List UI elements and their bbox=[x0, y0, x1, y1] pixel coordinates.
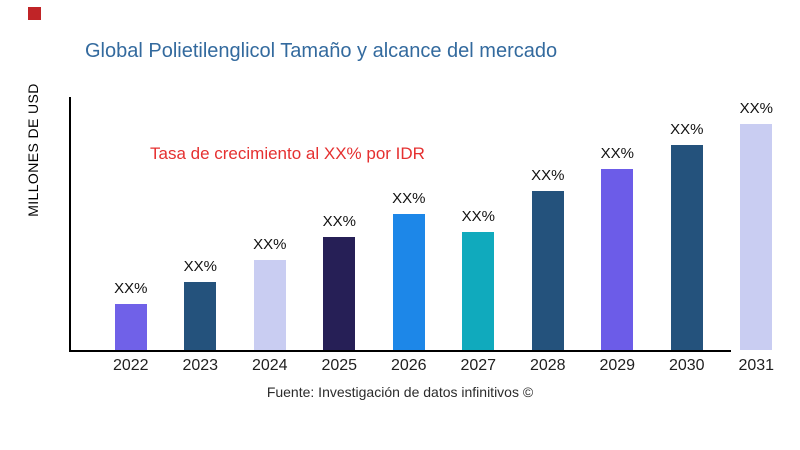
x-tick-label-2031: 2031 bbox=[738, 357, 775, 374]
bar-group-2024: XX% bbox=[235, 100, 305, 350]
bar-value-label-2026: XX% bbox=[392, 190, 426, 207]
bar-2030 bbox=[670, 145, 703, 350]
bar-group-2031: XX% bbox=[722, 100, 792, 350]
bar-value-label-2030: XX% bbox=[670, 121, 704, 138]
bar-2023 bbox=[184, 282, 217, 350]
bar-value-label-2025: XX% bbox=[322, 213, 356, 230]
bar-group-2028: XX% bbox=[513, 100, 583, 350]
bar-group-2025: XX% bbox=[305, 100, 375, 350]
x-tick-label-2023: 2023 bbox=[182, 357, 219, 374]
x-tick-label-2022: 2022 bbox=[112, 357, 149, 374]
y-axis-label: MILLONES DE USD bbox=[25, 83, 41, 217]
x-axis-tick-labels: 2022 2023 2024 2025 2026 2027 2028 2029 2030 2031 bbox=[96, 357, 791, 375]
bar-2027 bbox=[462, 232, 495, 350]
page-title: Global Polietilenglicol Tamaño y alcance… bbox=[85, 40, 558, 62]
bar-group-2030: XX% bbox=[652, 100, 722, 350]
bar-group-2029: XX% bbox=[583, 100, 653, 350]
x-tick-label-2025: 2025 bbox=[321, 357, 358, 374]
x-tick-label-2026: 2026 bbox=[390, 357, 427, 374]
x-tick-label-2027: 2027 bbox=[460, 357, 497, 374]
bar-value-label-2029: XX% bbox=[600, 145, 634, 162]
x-axis-line bbox=[69, 350, 731, 352]
bar-group-2023: XX% bbox=[166, 100, 236, 350]
bar-value-label-2027: XX% bbox=[461, 208, 495, 225]
bar-value-label-2031: XX% bbox=[739, 100, 773, 117]
bar-2024 bbox=[253, 260, 286, 350]
source-attribution: Fuente: Investigación de datos infinitiv… bbox=[266, 384, 534, 400]
x-tick-label-2024: 2024 bbox=[251, 357, 288, 374]
x-tick-label-2030: 2030 bbox=[668, 357, 705, 374]
bar-2029 bbox=[601, 169, 634, 350]
bar-value-label-2028: XX% bbox=[531, 167, 565, 184]
bar-2031 bbox=[740, 124, 773, 350]
y-axis-line bbox=[69, 97, 71, 352]
bar-group-2022: XX% bbox=[96, 100, 166, 350]
bar-value-label-2023: XX% bbox=[183, 258, 217, 275]
x-tick-label-2028: 2028 bbox=[529, 357, 566, 374]
bar-group-2026: XX% bbox=[374, 100, 444, 350]
bar-2022 bbox=[114, 304, 147, 350]
bar-series: XX% XX% XX% XX% XX% XX% XX% XX% XX% XX% bbox=[96, 100, 791, 350]
growth-rate-annotation: Tasa de crecimiento al XX% por IDR bbox=[150, 144, 425, 163]
bar-value-label-2024: XX% bbox=[253, 236, 287, 253]
bar-2026 bbox=[392, 214, 425, 350]
bar-group-2027: XX% bbox=[444, 100, 514, 350]
logo-square-icon bbox=[28, 7, 41, 20]
bar-2025 bbox=[323, 237, 356, 350]
bar-2028 bbox=[531, 191, 564, 350]
x-tick-label-2029: 2029 bbox=[599, 357, 636, 374]
bar-value-label-2022: XX% bbox=[114, 280, 148, 297]
